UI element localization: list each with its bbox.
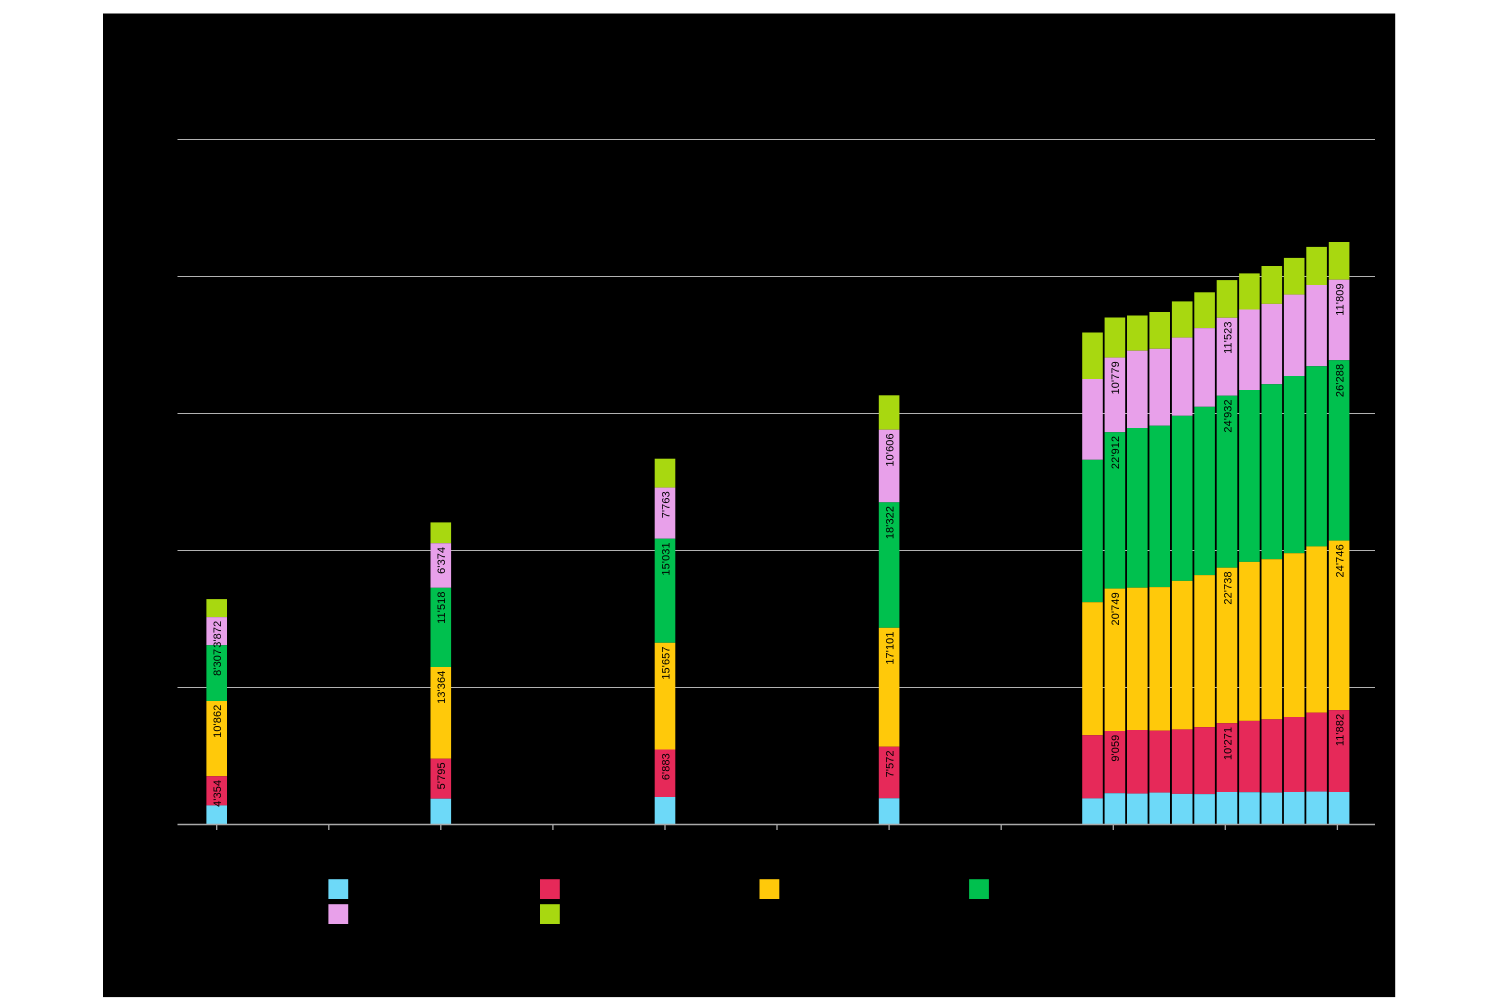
svg-text:18'322: 18'322 — [884, 506, 896, 539]
svg-text:13'364: 13'364 — [436, 671, 448, 704]
svg-text:10'271: 10'271 — [1222, 727, 1234, 760]
svg-text:15'657: 15'657 — [660, 646, 672, 679]
svg-text:22'912: 22'912 — [1110, 436, 1122, 469]
svg-text:7'763: 7'763 — [660, 491, 672, 518]
svg-text:7'572: 7'572 — [884, 750, 896, 777]
svg-text:5'795: 5'795 — [436, 762, 448, 789]
svg-text:15'031: 15'031 — [660, 542, 672, 575]
svg-text:6'374: 6'374 — [436, 547, 448, 574]
svg-text:8'307: 8'307 — [212, 649, 224, 676]
svg-text:24'932: 24'932 — [1222, 399, 1234, 432]
svg-text:10'606: 10'606 — [884, 433, 896, 466]
svg-text:9'059: 9'059 — [1110, 735, 1122, 762]
svg-text:11'523: 11'523 — [1222, 321, 1234, 353]
svg-text:3'872: 3'872 — [212, 621, 224, 648]
svg-text:11'518: 11'518 — [436, 591, 448, 623]
svg-text:10'862: 10'862 — [212, 705, 224, 738]
svg-text:17'101: 17'101 — [884, 631, 896, 664]
svg-text:26'288: 26'288 — [1334, 364, 1346, 397]
svg-text:10'779: 10'779 — [1110, 361, 1122, 394]
svg-text:24'746: 24'746 — [1334, 544, 1346, 577]
svg-text:4'354: 4'354 — [212, 780, 224, 807]
svg-text:20'749: 20'749 — [1110, 592, 1122, 625]
svg-text:22'738: 22'738 — [1222, 571, 1234, 604]
svg-text:11'882: 11'882 — [1334, 714, 1346, 746]
svg-text:11'809: 11'809 — [1334, 283, 1346, 315]
svg-text:6'883: 6'883 — [660, 753, 672, 780]
